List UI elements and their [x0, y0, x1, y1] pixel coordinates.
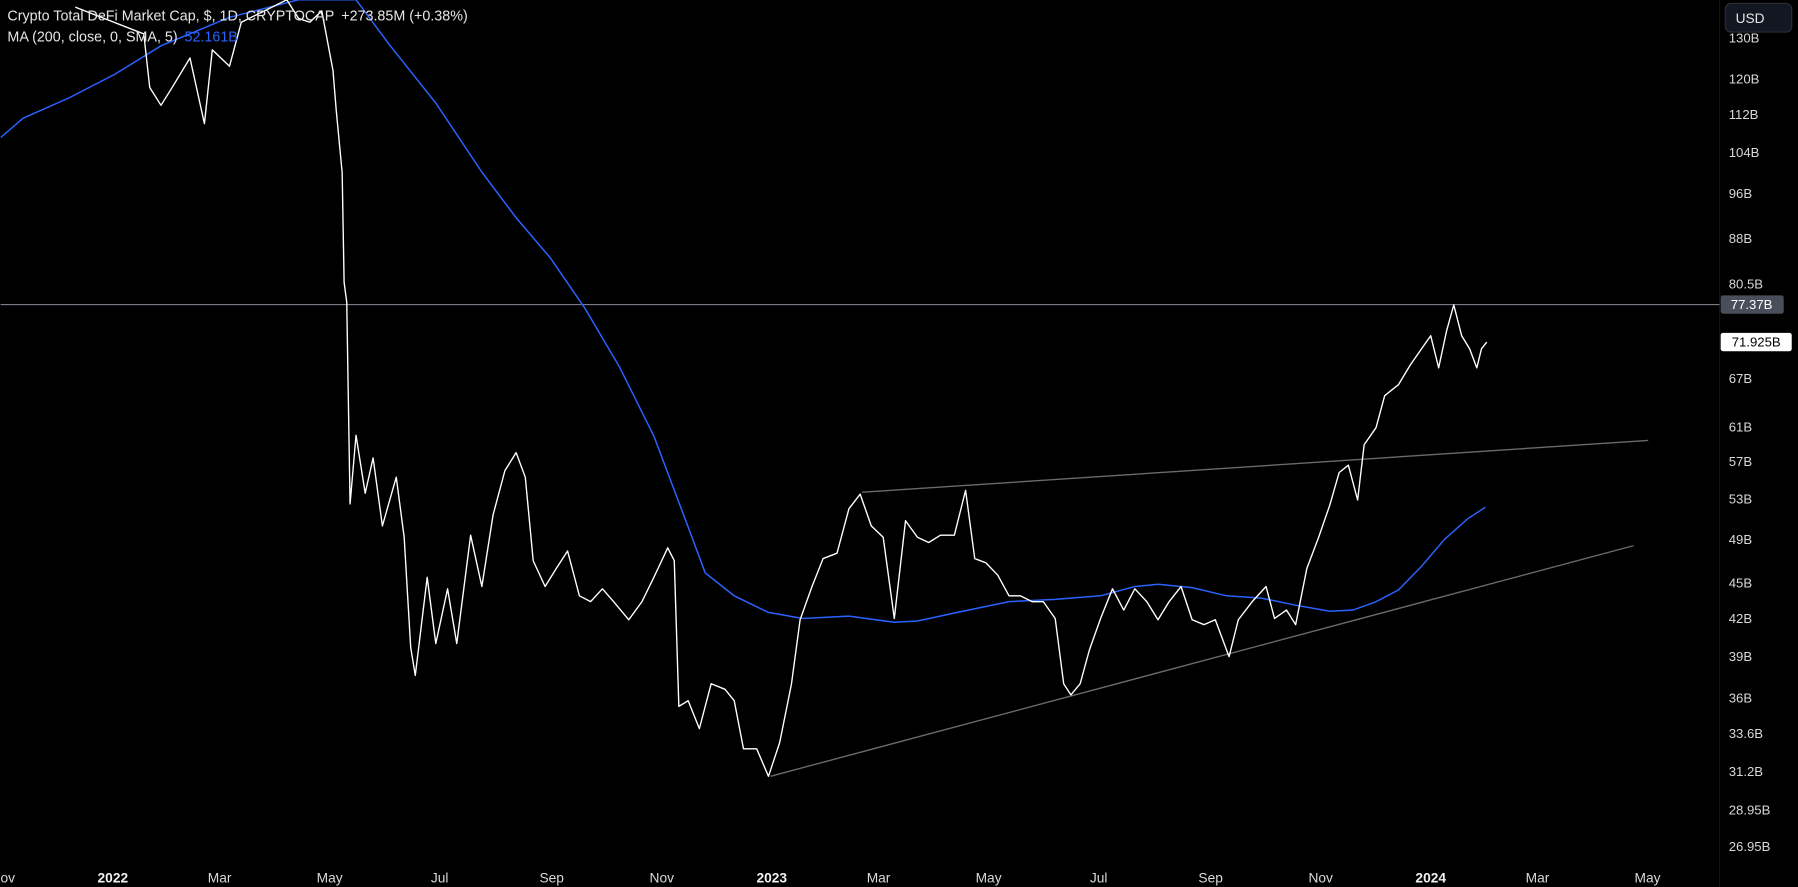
x-tick-label: Nov — [0, 870, 15, 885]
y-tick-label: 130B — [1729, 30, 1760, 45]
y-tick-label: 120B — [1729, 72, 1760, 87]
y-tick-label: 26.95B — [1729, 839, 1771, 854]
x-tick-label: May — [976, 870, 1002, 885]
y-tick-label: 96B — [1729, 186, 1753, 201]
x-tick-label: Mar — [208, 870, 232, 885]
y-tick-label: 61B — [1729, 419, 1753, 434]
last-price-value: 71.925B — [1732, 335, 1781, 350]
high-line-label-box — [1720, 295, 1784, 314]
y-tick-label: 45B — [1729, 576, 1753, 591]
y-tick-label: 80.5B — [1729, 277, 1764, 292]
y-tick-label: 28.95B — [1729, 802, 1771, 817]
y-tick-label: 53B — [1729, 492, 1753, 507]
y-tick-label: 31.2B — [1729, 764, 1764, 779]
y-tick-label: 42B — [1729, 611, 1753, 626]
x-tick-label: Nov — [1308, 870, 1333, 885]
x-tick-label: Nov — [650, 870, 675, 885]
legend-row-main: Crypto Total DeFi Market Cap, $, 1D, CRY… — [7, 9, 467, 25]
trendlines — [770, 439, 1649, 777]
high-line-price-label: 77.37B — [1720, 295, 1784, 314]
last-price-box — [1720, 332, 1792, 352]
legend-title: Crypto Total DeFi Market Cap, $, 1D, CRY… — [7, 9, 334, 25]
y-tick-label: 49B — [1729, 532, 1753, 547]
x-tick-label: Jul — [1090, 870, 1108, 885]
y-tick-label: 57B — [1729, 454, 1753, 469]
x-tick-label: Sep — [1198, 870, 1223, 885]
x-tick-label: May — [317, 870, 343, 885]
legend: Crypto Total DeFi Market Cap, $, 1D, CRY… — [7, 9, 467, 46]
ma-series-line — [0, 0, 1486, 624]
y-tick-label: 112B — [1729, 107, 1759, 122]
currency-button-bg[interactable] — [1724, 2, 1793, 33]
x-tick-label: May — [1635, 870, 1661, 885]
y-tick-label: 39B — [1729, 649, 1753, 664]
trendline-upper-resistance[interactable] — [862, 439, 1649, 493]
high-line-label: 77.37B — [1731, 297, 1773, 312]
y-tick-label: 104B — [1729, 145, 1760, 160]
ma-indicator-label: MA (200, close, 0, SMA, 5) — [7, 29, 177, 45]
ma-indicator-value: 52.161B — [185, 29, 238, 45]
x-tick-label: Jul — [431, 870, 449, 885]
y-tick-label: 36B — [1729, 690, 1753, 705]
currency-button-label[interactable]: USD — [1736, 11, 1765, 26]
x-tick-label: 2024 — [1415, 870, 1446, 885]
time-axis[interactable]: Nov 2022 Mar May Jul Sep Nov 2023 Mar May Jul Sep No… — [0, 870, 1661, 885]
y-tick-label: 67B — [1729, 371, 1753, 386]
x-tick-label: Sep — [539, 870, 564, 885]
legend-row-ma[interactable]: MA (200, close, 0, SMA, 5) 52.161B — [7, 29, 237, 45]
y-tick-label: 88B — [1729, 231, 1753, 246]
legend-change: +273.85M (+0.38%) — [341, 9, 468, 25]
x-tick-label: Mar — [867, 870, 891, 885]
price-series-line — [75, 0, 1488, 777]
x-tick-label: 2022 — [98, 870, 129, 885]
x-tick-label: Mar — [1526, 870, 1550, 885]
price-axis[interactable]: 130B 120B 112B 104B 96B 88B 80.5B 67B 61B 57B 53B 4… — [1729, 30, 1771, 854]
x-tick-label: 2023 — [756, 870, 787, 885]
trendline-lower-support[interactable] — [770, 544, 1634, 777]
y-tick-label: 33.6B — [1729, 726, 1764, 741]
currency-button[interactable]: USD — [1724, 2, 1793, 33]
last-price-label: 71.925B — [1720, 332, 1792, 352]
